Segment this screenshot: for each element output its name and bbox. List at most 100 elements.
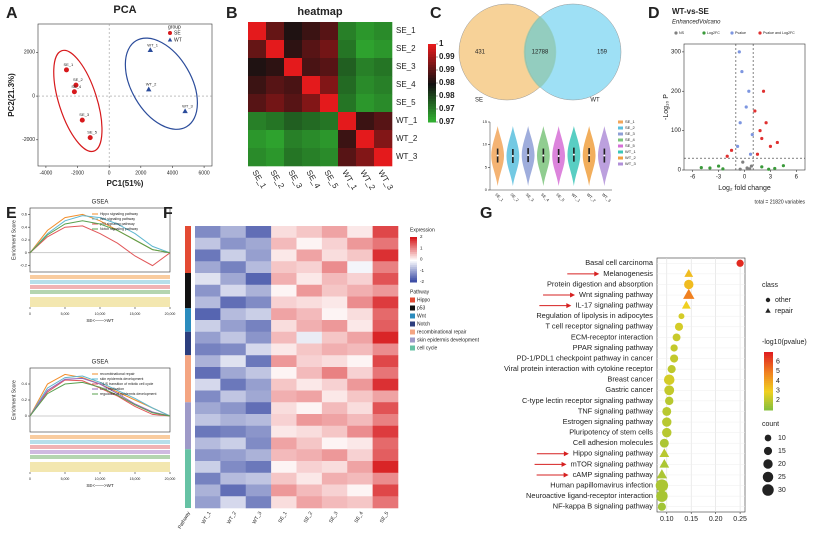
heat-cell (347, 226, 373, 239)
colorbar-step (428, 62, 436, 66)
y-tick-label: 0 (25, 413, 28, 418)
heat-cell (372, 261, 399, 274)
arrow-head (563, 472, 569, 478)
legend-title: class (762, 282, 778, 289)
legend-label: 15 (778, 448, 786, 455)
row-label: Gastric cancer (605, 385, 653, 394)
colorbar-step (428, 57, 436, 61)
set-label: SE (475, 98, 483, 104)
colorbar-step (428, 83, 436, 87)
point (738, 121, 742, 125)
legend-swatch (410, 305, 415, 311)
heat-cell (374, 76, 393, 95)
row-label: C-type lectin receptor signaling pathway (522, 396, 653, 405)
x-tick-label: -6 (690, 175, 696, 181)
heat-cell (195, 320, 221, 333)
heat-cell (220, 308, 247, 321)
colorbar-step (428, 96, 436, 100)
colorbar-label: 0.97 (439, 104, 455, 113)
point (737, 50, 741, 54)
legend-label: p53 (417, 305, 426, 311)
heat-cell (195, 378, 221, 391)
hit-band (30, 275, 170, 279)
group-ellipse (124, 37, 199, 130)
heat-cell (347, 414, 373, 427)
colorbar-label: 3 (776, 388, 780, 395)
heat-cell (195, 308, 221, 321)
heat-cell (284, 112, 303, 131)
heat-cell (220, 284, 247, 297)
heat-cell (296, 449, 323, 462)
heat-cell (338, 22, 357, 41)
hit-band (30, 280, 170, 284)
colorbar-step (764, 408, 773, 411)
heat-cell (220, 425, 247, 438)
colorbar-step (410, 265, 417, 268)
arrow-head (570, 292, 576, 298)
heat-cell (372, 414, 399, 427)
heat-cell (296, 437, 323, 450)
legend-label: Wnt (417, 313, 427, 319)
colorbar-step (428, 101, 436, 105)
heat-cell (321, 484, 348, 497)
heat-cell (245, 331, 272, 344)
heat-cell (374, 112, 393, 131)
colorbar-label: 1 (439, 39, 444, 48)
colorbar-step (764, 352, 773, 355)
heat-cell (271, 414, 297, 427)
row-label: PD-1/PDL1 checkpoint pathway in cancer (517, 353, 654, 362)
dot (659, 448, 670, 458)
colorbar-step (428, 109, 436, 113)
x-tick-label: 3 (769, 175, 773, 181)
hit-band (30, 290, 170, 294)
heat-cell (271, 226, 297, 239)
heat-cell (220, 237, 247, 250)
heat-cell (347, 261, 373, 274)
colorbar-label: 0 (420, 257, 423, 262)
legend-marker (765, 308, 771, 313)
colorbar-step (428, 93, 436, 97)
colorbar-step (764, 353, 773, 357)
heat-cell (195, 461, 221, 474)
row-label: SE_1 (396, 26, 416, 35)
y-tick-label: 0.6 (21, 211, 27, 216)
heat-cell (245, 449, 272, 462)
point-label: SE_3 (79, 112, 90, 117)
colorbar-step (764, 404, 773, 407)
heat-cell (271, 425, 297, 438)
heat-cell (321, 284, 348, 297)
heat-cell (245, 461, 272, 474)
heat-cell (296, 308, 323, 321)
heat-cell (320, 58, 339, 77)
heat-cell (372, 320, 399, 333)
x-tick-label: 20,000 (165, 312, 176, 316)
median (603, 154, 606, 157)
heat-cell (338, 76, 357, 95)
legend-label: regulation of epidermis development (100, 392, 156, 396)
heat-cell (347, 320, 373, 333)
legend-label: Notch signaling pathway (100, 227, 138, 231)
heat-cell (245, 402, 272, 415)
heat-cell (195, 484, 221, 497)
heat-cell (296, 496, 323, 509)
heat-cell (248, 40, 267, 59)
row-label: Pluripotency of stem cells (569, 428, 653, 437)
pathway-annotation (185, 226, 191, 273)
x-tick-label: -4000 (40, 170, 53, 176)
colorbar-label: -2 (420, 279, 424, 284)
legend-label: Hippo (417, 297, 430, 303)
point (63, 67, 69, 73)
colorbar-step (428, 46, 436, 50)
median (511, 155, 514, 157)
point-label: SE_4 (71, 84, 82, 89)
heat-cell (195, 449, 221, 462)
row-label: Wnt signaling pathway (579, 290, 653, 299)
legend-label: 25 (778, 474, 786, 481)
colorbar-label: 1 (420, 245, 423, 250)
pathway-annotation (185, 355, 191, 403)
legend-marker (168, 31, 172, 35)
dot (670, 344, 678, 352)
heat-cell (271, 378, 297, 391)
y-tick-label: 0 (32, 93, 35, 99)
group-ellipse (53, 49, 103, 153)
